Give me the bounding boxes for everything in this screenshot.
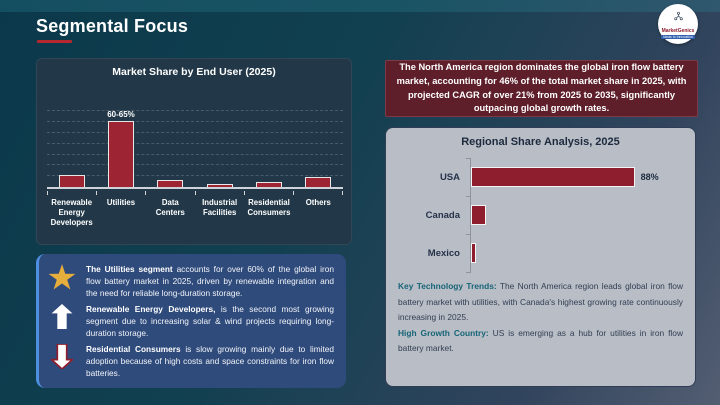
bar-chart-bars: 60-65% (47, 110, 343, 187)
insight-body: is the second most growing segment due t… (86, 303, 334, 338)
bar-slot: 60-65% (96, 110, 145, 187)
logo-name: MarketGenics (661, 28, 695, 34)
bar-value-label: 60-65% (107, 110, 135, 120)
bar-slot (195, 115, 244, 187)
arrow-up-icon (47, 303, 77, 329)
axis-tick (146, 191, 196, 195)
insight-body: accounts for over 60% of the global iron… (86, 264, 334, 299)
logo-tagline: Ideas to Innovation (661, 35, 695, 39)
title-underline (37, 40, 72, 43)
north-america-banner: The North America region dominates the g… (385, 60, 698, 117)
bar-slot (294, 115, 343, 187)
end-user-chart-card: Market Share by End User (2025) 60-65% R… (36, 58, 352, 245)
region-bar-area (470, 196, 683, 234)
axis-tick (294, 191, 344, 195)
molecule-icon (673, 9, 684, 27)
note-body: US is emerging as a hub for utilities in… (398, 327, 683, 354)
end-user-chart-title: Market Share by End User (2025) (112, 66, 276, 78)
insight-text: Residential Consumers is slow growing ma… (86, 343, 334, 379)
insight-text: Renewable Energy Developers, is the seco… (86, 303, 334, 339)
category-label: Data Centers (155, 198, 185, 218)
gridline (47, 153, 343, 155)
bar-slot (244, 115, 293, 187)
region-bar-value: 88% (640, 172, 659, 182)
bar-slot (146, 115, 195, 187)
region-bar-area: 88% (470, 158, 683, 196)
gridline (47, 132, 343, 133)
insight-renewable: Renewable Energy Developers, is the seco… (47, 303, 334, 339)
banner-text: The North America region dominates the g… (396, 61, 687, 114)
note-label: Key Technology Trends: (398, 281, 497, 291)
gridline (47, 175, 343, 177)
gridline (47, 164, 343, 166)
axis-tick (466, 272, 471, 273)
bar-others (305, 177, 332, 187)
insight-lead: Residential Consumers (86, 343, 181, 354)
category-label: Residential Consumers (247, 198, 291, 218)
note-high-growth-country: High Growth Country: US is emerging as a… (398, 326, 683, 357)
bar-data-centers (157, 179, 184, 187)
region-bar-canada (471, 205, 486, 225)
note-label: High Growth Country: (398, 327, 489, 338)
bar-slot (47, 115, 96, 187)
gridline (47, 142, 343, 144)
category-label: Renewable Energy Developers (50, 198, 93, 228)
segment-insights-box: The Utilities segment accounts for over … (36, 254, 346, 388)
region-bar-mexico (471, 243, 476, 263)
gridline (47, 110, 343, 112)
insight-body: is slow growing mainly due to limited ad… (86, 343, 334, 378)
end-user-chart-plot: 60-65% (47, 110, 343, 189)
insight-lead: Renewable Energy Developers, (86, 303, 216, 314)
axis-tick (466, 158, 471, 159)
x-axis-labels: Renewable Energy Developers Utilities Data… (47, 198, 343, 228)
company-logo: MarketGenics Ideas to Innovation (658, 4, 698, 44)
insight-lead: The Utilities segment (86, 264, 173, 274)
note-technology-trends: Key Technology Trends: The North America… (398, 279, 683, 326)
regional-analysis-card: Regional Share Analysis, 2025 USA 88% Cana… (385, 127, 696, 387)
axis-tick (97, 191, 147, 195)
category-label: Others (305, 198, 331, 207)
category-label: Utilities (106, 198, 136, 207)
region-label: USA (439, 171, 460, 183)
axis-tick (245, 191, 294, 195)
bar-renewable-energy-developers (58, 175, 85, 187)
insight-residential: Residential Consumers is slow growing ma… (47, 343, 334, 379)
region-label: Mexico (427, 247, 460, 259)
region-label: Canada (425, 209, 460, 221)
arrow-down-icon (47, 343, 77, 369)
gridline (47, 121, 343, 123)
axis-tick (466, 234, 471, 235)
axis-tick (48, 191, 98, 195)
axis-tick (466, 196, 471, 197)
star-icon (47, 263, 77, 290)
insight-utilities: The Utilities segment accounts for over … (47, 263, 334, 299)
bar-residential-consumers (255, 182, 282, 187)
regional-bar-chart: USA 88% Canada Mexico (398, 158, 683, 275)
regional-notes: Key Technology Trends: The North America… (398, 279, 683, 357)
axis-tick (196, 191, 245, 195)
region-bar-usa (471, 167, 635, 187)
regional-chart-title: Regional Share Analysis, 2025 (461, 136, 620, 148)
note-body: The North America region leads global ir… (398, 281, 684, 323)
region-row-canada: Canada (398, 196, 683, 234)
region-row-mexico: Mexico (398, 234, 683, 272)
page-title: Segmental Focus (36, 16, 189, 36)
region-row-usa: USA 88% (398, 158, 683, 196)
region-bar-area (470, 234, 683, 272)
x-axis-ticks (47, 191, 344, 195)
bar-industrial-facilities (206, 183, 233, 187)
insight-text: The Utilities segment accounts for over … (86, 263, 334, 299)
category-label: Industrial Facilities (202, 198, 238, 218)
bar-utilities (107, 121, 134, 187)
